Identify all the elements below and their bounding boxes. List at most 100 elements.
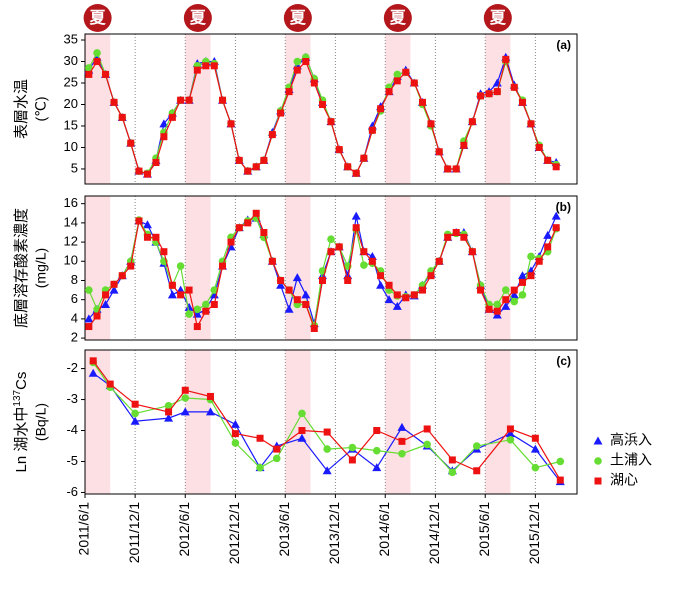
y-tick-label: -3 xyxy=(66,391,78,406)
y-tick-label: 2 xyxy=(71,330,78,345)
marker-square xyxy=(206,392,214,400)
marker-circle xyxy=(176,262,185,270)
marker-circle xyxy=(372,446,381,455)
marker-square xyxy=(143,233,151,241)
marker-square xyxy=(506,425,514,433)
marker-circle xyxy=(272,454,281,463)
y-tick-label: 20 xyxy=(64,96,78,111)
marker-circle xyxy=(327,235,335,243)
marker-square xyxy=(135,167,143,175)
summer-badge xyxy=(483,4,512,32)
marker-square xyxy=(118,113,126,121)
marker-square xyxy=(552,163,560,171)
marker-square xyxy=(544,243,552,251)
marker-square xyxy=(510,83,518,91)
marker-circle xyxy=(527,252,535,261)
marker-square xyxy=(444,165,452,173)
marker-square xyxy=(231,430,239,438)
marker-square xyxy=(518,98,526,106)
marker-square xyxy=(385,88,393,96)
marker-circle xyxy=(185,310,193,318)
marker-circle xyxy=(506,436,515,444)
marker-square xyxy=(227,238,235,246)
y-label-part: 表層水温 xyxy=(13,79,30,139)
marker-square xyxy=(556,476,564,484)
marker-circle xyxy=(493,300,502,309)
marker-square xyxy=(452,165,460,173)
summer-label: 夏 xyxy=(489,9,507,27)
x-tick-label: 2013/12/1 xyxy=(326,502,342,564)
marker-square xyxy=(510,286,518,294)
marker-square xyxy=(352,169,360,177)
marker-circle xyxy=(423,440,431,449)
marker-triangle xyxy=(505,429,515,438)
marker-triangle xyxy=(159,119,169,128)
summer-band xyxy=(185,350,211,494)
marker-square xyxy=(377,272,385,280)
marker-square xyxy=(344,276,352,284)
y-tick-label: -2 xyxy=(66,360,78,375)
marker-square xyxy=(152,159,160,167)
marker-circle xyxy=(202,300,210,309)
marker-square xyxy=(298,427,306,435)
marker-square xyxy=(402,294,410,302)
plot-frame xyxy=(84,33,578,185)
marker-square xyxy=(327,248,335,256)
marker-square xyxy=(402,68,410,76)
marker-square xyxy=(252,209,260,217)
y-tick-label: 30 xyxy=(64,53,78,68)
marker-square xyxy=(268,131,276,139)
marker-square xyxy=(493,307,501,315)
marker-square xyxy=(193,323,201,331)
marker-square xyxy=(418,286,426,294)
marker-circle xyxy=(393,70,402,79)
marker-square xyxy=(373,427,381,435)
marker-square xyxy=(293,296,301,304)
marker-triangle xyxy=(392,301,402,310)
y-axis-unit: (Bq/L) xyxy=(33,403,49,441)
x-tick-label: 2011/12/1 xyxy=(126,502,142,563)
marker-circle xyxy=(531,463,540,472)
legend-label: 湖心 xyxy=(610,472,638,488)
marker-square xyxy=(268,257,276,265)
y-tick-label: -5 xyxy=(66,453,78,468)
y-tick-label: 8 xyxy=(71,272,78,287)
marker-square xyxy=(85,323,93,331)
marker-circle xyxy=(298,409,306,418)
series-line xyxy=(92,360,561,481)
marker-triangle xyxy=(351,211,361,220)
marker-square xyxy=(152,233,160,241)
marker-circle xyxy=(448,468,457,477)
marker-square xyxy=(244,167,252,175)
marker-triangle xyxy=(88,368,98,377)
marker-square xyxy=(135,217,143,225)
summer-label: 夏 xyxy=(189,9,207,27)
marker-square xyxy=(535,143,543,151)
marker-square xyxy=(468,248,476,256)
y-label-part: Cs xyxy=(13,372,30,390)
y-label-part: 底層溶存酸素濃度 xyxy=(13,208,30,328)
marker-square xyxy=(102,70,110,78)
marker-triangle xyxy=(322,466,332,475)
summer-band xyxy=(285,196,311,340)
y-axis-unit: (mg/L) xyxy=(33,248,49,288)
marker-square xyxy=(344,163,352,171)
marker-square xyxy=(531,434,539,442)
marker-triangle xyxy=(101,299,111,308)
summer-badge xyxy=(183,4,212,32)
marker-square xyxy=(460,141,468,149)
marker-triangle xyxy=(109,285,119,294)
marker-square xyxy=(131,400,139,408)
marker-square xyxy=(423,425,431,433)
marker-triangle xyxy=(297,433,307,442)
marker-square xyxy=(202,307,210,315)
marker-square xyxy=(244,219,252,227)
marker-square xyxy=(360,154,368,162)
marker-square xyxy=(518,278,526,286)
x-tick-label: 2011/6/1 xyxy=(76,502,92,556)
marker-square xyxy=(143,170,151,178)
marker-square xyxy=(219,96,227,104)
marker-triangle xyxy=(372,463,382,472)
y-axis-label: Ln 湖水中137Cs xyxy=(12,372,30,473)
summer-band xyxy=(485,350,511,494)
